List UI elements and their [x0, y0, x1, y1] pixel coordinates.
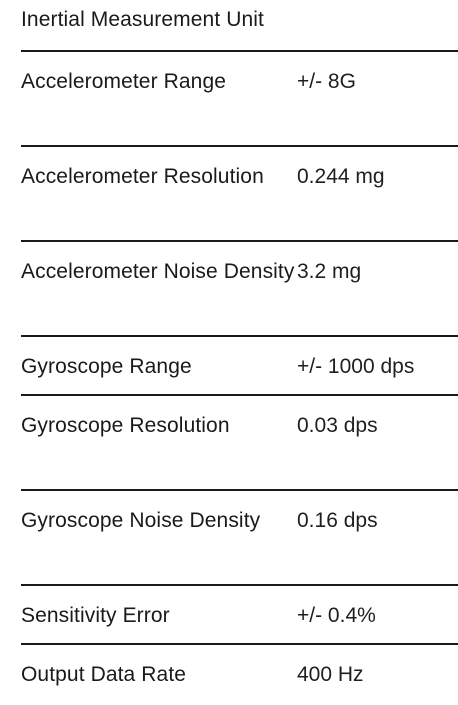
row-value: +/- 1000 dps — [297, 355, 415, 378]
row-label: Output Data Rate — [21, 663, 187, 686]
row-label: Sensitivity Error — [21, 604, 170, 627]
table-row: Gyroscope Range +/- 1000 dps — [21, 337, 458, 396]
table-row: Accelerometer Noise Density 3.2 mg — [21, 242, 458, 337]
row-value: 0.244 mg — [297, 165, 385, 188]
row-label: Accelerometer Range — [21, 70, 226, 93]
row-value: 0.16 dps — [297, 509, 378, 532]
table-row: Gyroscope Resolution 0.03 dps — [21, 396, 458, 491]
table-title: Inertial Measurement Unit — [21, 0, 458, 52]
table-row: Sensitivity Error +/- 0.4% — [21, 586, 458, 645]
spec-table: Inertial Measurement Unit Accelerometer … — [21, 0, 458, 705]
row-value: +/- 0.4% — [297, 604, 376, 627]
table-row: Accelerometer Resolution 0.244 mg — [21, 147, 458, 242]
row-value: 400 Hz — [297, 663, 364, 686]
row-label: Gyroscope Noise Density — [21, 509, 261, 532]
table-row: Output Data Rate 400 Hz — [21, 645, 458, 705]
row-label: Accelerometer Resolution — [21, 165, 264, 188]
row-label: Gyroscope Range — [21, 355, 192, 378]
row-value: 0.03 dps — [297, 414, 378, 437]
table-row: Gyroscope Noise Density 0.16 dps — [21, 491, 458, 586]
table-row: Accelerometer Range +/- 8G — [21, 52, 458, 147]
row-value: +/- 8G — [297, 70, 356, 93]
row-label: Gyroscope Resolution — [21, 414, 230, 437]
row-label: Accelerometer Noise Density — [21, 260, 295, 283]
row-value: 3.2 mg — [297, 260, 362, 283]
